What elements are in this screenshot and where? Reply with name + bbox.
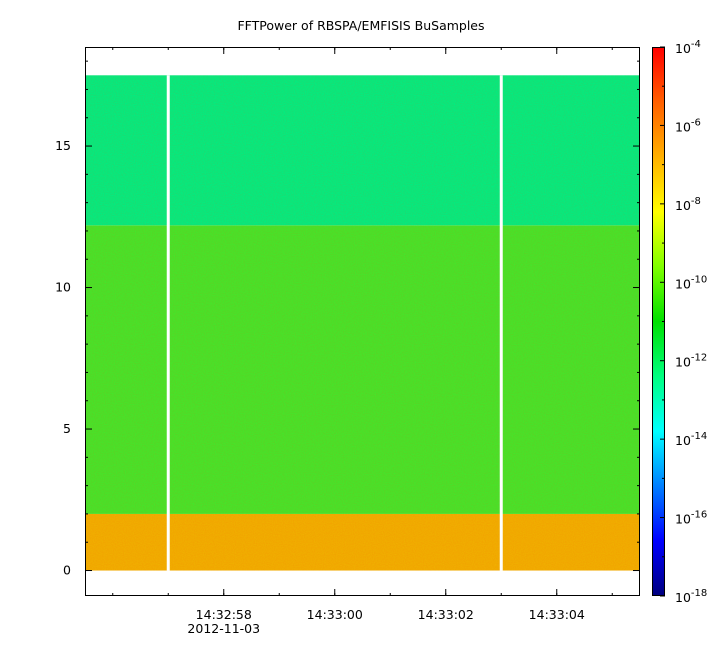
spectrogram-bands — [85, 75, 640, 571]
colorbar-tick-label: 10-8 — [675, 196, 701, 213]
frequency-band-1-texture — [85, 513, 640, 571]
x-tick-label: 14:33:04 — [529, 607, 585, 622]
x-date-label: 2012-11-03 — [187, 621, 260, 636]
colorbar-tick-label: 10-4 — [675, 39, 701, 56]
y-axis: 0 5 10 15 — [55, 60, 640, 578]
data-gap-1 — [166, 75, 170, 571]
frequency-band-2-texture — [85, 225, 640, 514]
plot-frame — [85, 47, 640, 596]
frequency-band-3-texture — [85, 75, 640, 226]
data-gap-2 — [499, 75, 503, 571]
x-tick-label: 14:33:02 — [418, 607, 474, 622]
colorbar-tick-label: 10-6 — [675, 117, 701, 134]
plot-area: 0 5 10 15 14:32:58 14:33:00 14:33:02 14:33:04 — [55, 47, 640, 622]
colorbar-tick-label: 10-10 — [675, 274, 707, 291]
colorbar-tick-label: 10-16 — [675, 510, 707, 527]
x-tick-label: 14:32:58 — [196, 607, 252, 622]
colorbar-ticks: 10-4 10-6 10-8 10-10 10-12 10-14 10-16 10-18 — [660, 39, 707, 605]
y-tick-label: 15 — [55, 138, 71, 153]
x-axis: 14:32:58 14:33:00 14:33:02 14:33:04 — [112, 47, 613, 622]
colorbar-tick-label: 10-18 — [675, 588, 707, 605]
colorbar-tick-label: 10-14 — [675, 431, 707, 448]
y-tick-label: 0 — [63, 563, 71, 578]
y-tick-label: 5 — [63, 421, 71, 436]
colorbar: 10-4 10-6 10-8 10-10 10-12 10-14 10-16 10-18 — [652, 39, 707, 605]
colorbar-tick-label: 10-12 — [675, 353, 707, 370]
y-tick-label: 10 — [55, 280, 71, 295]
x-tick-label: 14:33:00 — [307, 607, 363, 622]
chart-title: FFTPower of RBSPA/EMFISIS BuSamples — [237, 18, 484, 33]
data-gaps — [166, 75, 503, 571]
